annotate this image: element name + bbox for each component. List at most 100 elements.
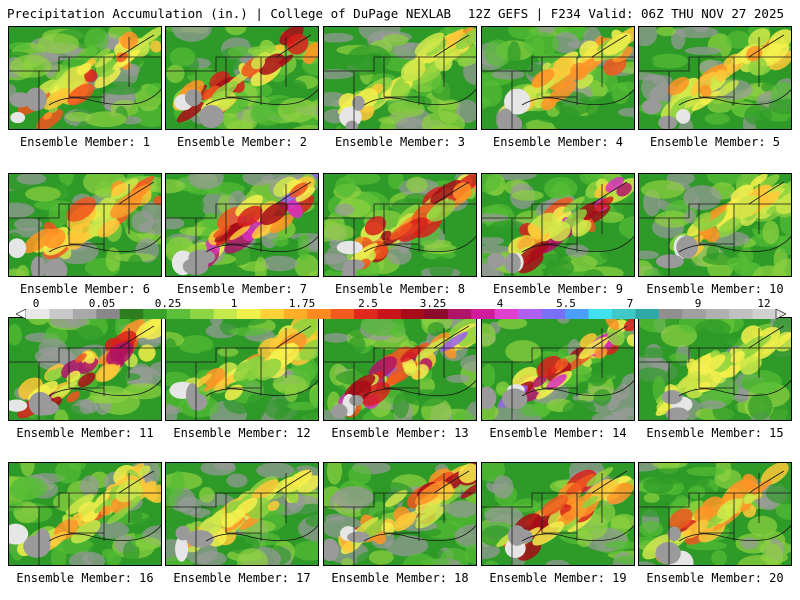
precip-contour [743, 493, 755, 505]
precip-contour [334, 176, 356, 198]
precip-contour [706, 174, 743, 186]
precip-contour [748, 57, 767, 76]
precip-contour [66, 391, 81, 403]
precip-contour [482, 323, 496, 347]
precip-contour [48, 202, 68, 228]
ensemble-member-label: Ensemble Member: 18 [331, 571, 469, 585]
state-boundary-line [48, 235, 161, 253]
precip-contour [272, 375, 307, 394]
precip-contour [750, 174, 768, 187]
precip-contour [348, 242, 378, 265]
precip-contour [120, 183, 152, 207]
precip-contour [668, 508, 693, 530]
ensemble-member-label: Ensemble Member: 14 [489, 426, 627, 440]
precip-contour [482, 80, 503, 107]
precip-contour [471, 246, 476, 263]
precip-contour [556, 318, 571, 324]
precip-contour [86, 394, 112, 404]
precip-contour [172, 27, 212, 42]
ensemble-panel-map [323, 462, 477, 566]
precip-contour [80, 475, 100, 497]
precip-contour [333, 486, 374, 510]
state-boundary-line [363, 379, 476, 397]
precip-contour [676, 371, 705, 394]
precip-contour [13, 217, 43, 231]
precip-contour [74, 325, 104, 346]
precip-contour [166, 338, 177, 360]
precip-contour [123, 540, 140, 565]
precip-contour [209, 318, 223, 326]
precip-contour [364, 216, 387, 236]
state-boundary-line [678, 88, 791, 106]
colorbar-swatch [143, 309, 167, 319]
precip-contour [570, 62, 588, 81]
state-boundary-line [275, 34, 312, 58]
state-boundary-line [118, 325, 155, 349]
dry-area-contour [184, 89, 202, 107]
precip-contour [326, 463, 343, 485]
colorbar-swatch [260, 309, 285, 319]
precip-contour [254, 256, 267, 276]
state-boundary-line [591, 181, 628, 205]
ensemble-member-label: Ensemble Member: 1 [19, 135, 151, 149]
state-boundary-line [166, 203, 318, 219]
precip-contour [452, 182, 472, 201]
colorbar-tick-label: 9 [694, 297, 702, 310]
colorbar-swatch [729, 309, 753, 319]
precip-contour [579, 40, 599, 59]
precip-contour [742, 473, 758, 490]
precip-contour [190, 197, 205, 214]
ensemble-member-label: Ensemble Member: 15 [646, 426, 784, 440]
colorbar-swatch [166, 309, 191, 319]
precip-contour [67, 83, 95, 106]
colorbar-swatch [658, 309, 683, 319]
colorbar-tick-label: 12 [757, 297, 771, 310]
colorbar-swatch [447, 309, 472, 319]
precip-contour [308, 270, 318, 276]
precip-contour [138, 344, 156, 362]
precip-contour [643, 476, 674, 494]
colorbar-swatch [705, 309, 730, 319]
precip-contour [762, 332, 791, 355]
ensemble-member-label: Ensemble Member: 12 [173, 426, 311, 440]
ensemble-member-label: Ensemble Member: 19 [489, 571, 627, 585]
precip-contour [576, 529, 593, 548]
precip-contour [324, 332, 350, 343]
colorbar-swatch [518, 309, 542, 319]
precip-contour [749, 479, 772, 496]
precip-contour [777, 234, 791, 255]
precip-contour [36, 109, 63, 129]
dry-area-contour [175, 525, 191, 541]
precip-contour [348, 464, 372, 486]
precip-contour [546, 374, 567, 390]
precip-contour [491, 69, 525, 80]
dry-area-contour [507, 525, 526, 546]
precip-contour [368, 550, 394, 565]
precip-contour [272, 236, 289, 247]
dry-area-contour [336, 240, 363, 255]
precip-contour [229, 225, 251, 241]
precip-contour [527, 223, 542, 240]
precip-contour [166, 64, 185, 84]
dry-area-contour [665, 407, 690, 420]
precip-contour [693, 212, 712, 228]
precip-contour [528, 328, 544, 341]
precip-contour [198, 487, 215, 503]
ensemble-panel-map [323, 317, 477, 421]
precip-contour [292, 124, 318, 129]
precip-contour [460, 354, 476, 372]
precip-contour [66, 197, 97, 222]
precip-contour [424, 49, 443, 64]
ensemble-panel-map [481, 173, 635, 277]
precip-contour [37, 33, 80, 54]
precip-contour [105, 247, 121, 272]
state-boundary-line [591, 34, 628, 58]
precip-contour [452, 410, 475, 420]
precip-contour [562, 196, 585, 213]
colorbar-swatch [424, 309, 449, 319]
precip-contour [274, 407, 304, 420]
precip-contour [768, 99, 791, 115]
precip-contour [283, 82, 307, 93]
precip-contour [656, 27, 677, 37]
precip-contour [9, 42, 31, 51]
